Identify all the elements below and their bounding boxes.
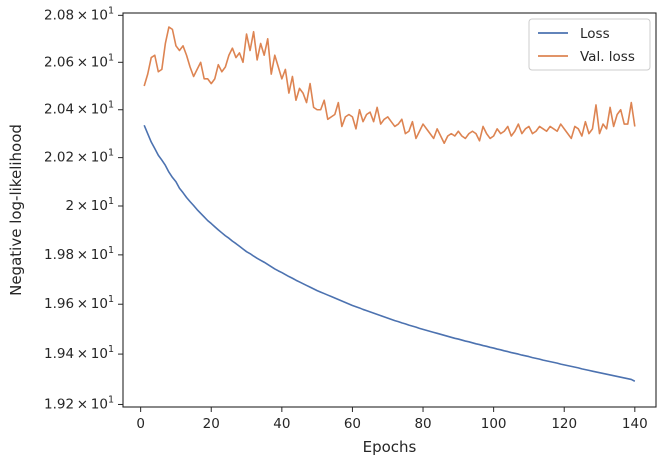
plot-frame <box>122 12 657 408</box>
y-tick-exponent: 1 <box>108 196 114 207</box>
y-tick-mantissa: 1.96 <box>44 296 74 312</box>
y-axis-label: Negative log-likelihood <box>7 124 25 296</box>
y-tick-label: 2.02 × 101 <box>44 148 114 166</box>
y-tick-mantissa: 2 <box>65 198 74 214</box>
x-tick-label: 20 <box>203 416 220 432</box>
y-tick-exponent: 1 <box>108 148 114 159</box>
y-tick-exponent: 1 <box>108 52 114 63</box>
y-tick-base: 10 <box>91 296 108 312</box>
legend: Loss Val. loss <box>528 18 651 71</box>
y-tick-mantissa: 1.94 <box>44 346 74 362</box>
y-tick-base: 10 <box>91 7 108 23</box>
x-tick-label: 80 <box>414 416 431 432</box>
x-tick-label: 120 <box>551 416 577 432</box>
y-tick-base: 10 <box>91 247 108 263</box>
y-tick-exponent: 1 <box>108 294 114 305</box>
legend-label-0: Loss <box>580 26 610 42</box>
y-tick-label: 2.08 × 101 <box>44 5 114 23</box>
y-tick-base: 10 <box>91 198 108 214</box>
x-axis-ticks: 0 20 40 60 80 100 120 140 <box>136 407 648 432</box>
y-tick-mantissa: 1.98 <box>44 247 74 263</box>
series-line-0 <box>143 124 636 382</box>
y-tick-mantissa: 2.08 <box>44 7 74 23</box>
y-tick-exponent: 1 <box>108 344 114 355</box>
y-tick-exponent: 1 <box>108 100 114 111</box>
legend-box <box>528 18 651 71</box>
y-tick-exponent: 1 <box>108 245 114 256</box>
x-axis-label: Epochs <box>363 438 417 456</box>
y-tick-label: 1.92 × 101 <box>44 394 114 412</box>
x-tick-label: 140 <box>622 416 648 432</box>
y-tick-mantissa: 2.02 <box>44 150 74 166</box>
y-tick-label: 2 × 101 <box>65 196 114 214</box>
y-tick-label: 1.98 × 101 <box>44 245 114 263</box>
y-tick-label: 2.06 × 101 <box>44 52 114 70</box>
x-tick-label: 60 <box>344 416 361 432</box>
y-tick-label: 1.96 × 101 <box>44 294 114 312</box>
y-tick-label: 1.94 × 101 <box>44 344 114 362</box>
y-tick-base: 10 <box>91 150 108 166</box>
y-tick-base: 10 <box>91 396 108 412</box>
y-tick-mantissa: 2.04 <box>44 102 74 118</box>
x-tick-label: 0 <box>136 416 145 432</box>
y-tick-mantissa: 1.92 <box>44 396 74 412</box>
series-line-1 <box>143 26 636 145</box>
legend-label-1: Val. loss <box>580 49 635 65</box>
x-tick-label: 40 <box>273 416 290 432</box>
y-tick-exponent: 1 <box>108 5 114 16</box>
x-tick-label: 100 <box>481 416 507 432</box>
y-tick-base: 10 <box>91 102 108 118</box>
plot-lines <box>143 26 636 382</box>
y-tick-base: 10 <box>91 346 108 362</box>
y-tick-base: 10 <box>91 54 108 70</box>
y-tick-label: 2.04 × 101 <box>44 100 114 118</box>
y-tick-mantissa: 2.06 <box>44 54 74 70</box>
y-tick-exponent: 1 <box>108 394 114 405</box>
y-axis-ticks: 1.92 × 101 1.94 × 101 1.96 × 101 1.98 × 101… <box>44 5 123 412</box>
